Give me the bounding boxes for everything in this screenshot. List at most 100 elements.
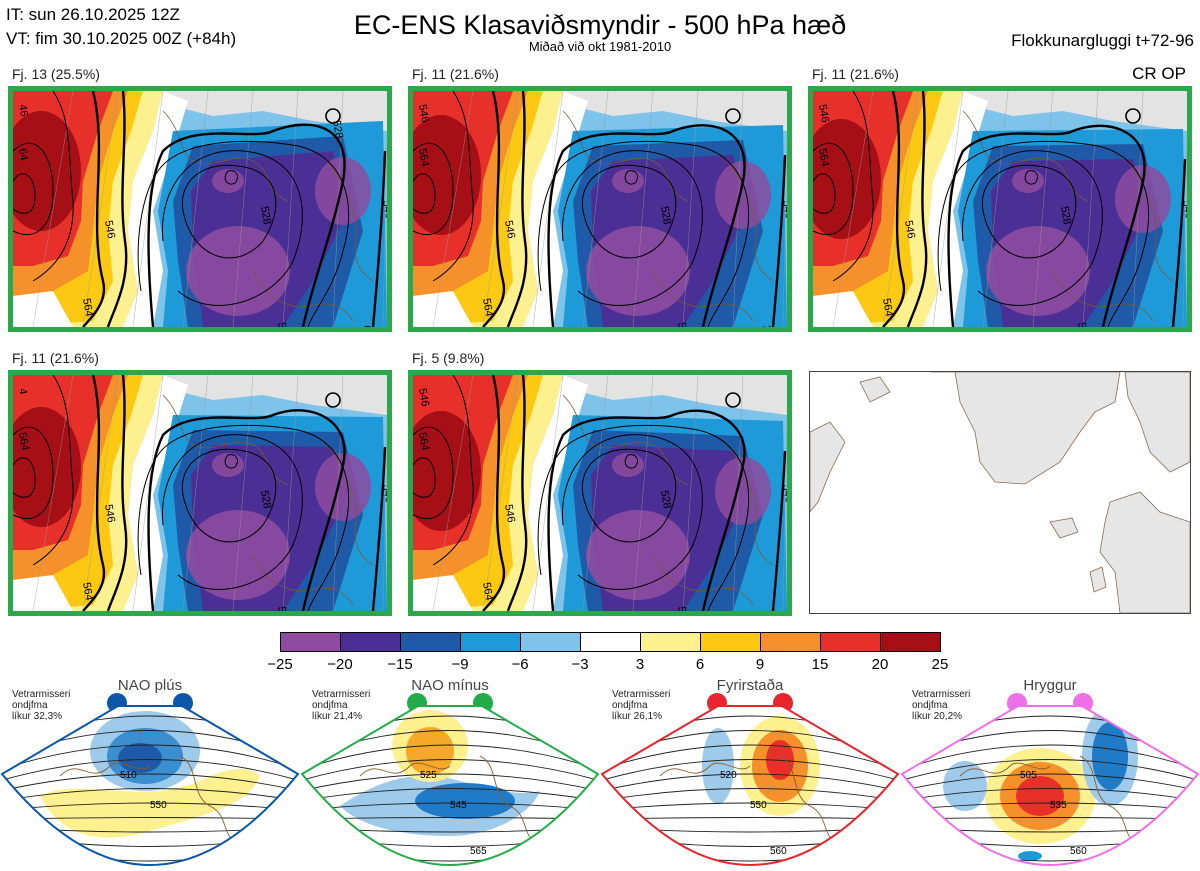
- regime-info: líkur 32,3%: [12, 711, 63, 722]
- valid-time: VT: fim 30.10.2025 00Z (+84h): [6, 29, 237, 48]
- regime-map: 505 535 560: [900, 705, 1200, 866]
- contour-label: 564: [80, 297, 95, 317]
- colorbar-tick: −25: [267, 656, 293, 673]
- regime-map: 510 550: [0, 705, 300, 866]
- contour-label: 64: [16, 147, 30, 161]
- contour-label: 28: [760, 324, 774, 327]
- colorbar-tick: 25: [931, 656, 949, 673]
- regime-contour-label: 520: [720, 770, 737, 781]
- colorbar-segment: [340, 632, 401, 652]
- cluster-map-2: 546 564 546 564 528 546 546 28: [408, 86, 792, 332]
- contour-label: 546: [416, 103, 431, 123]
- contour-label: 546: [816, 103, 831, 123]
- colorbar-segment: [400, 632, 461, 652]
- contour-label: 546: [902, 219, 917, 239]
- contour-label: 546: [780, 199, 787, 219]
- colorbar-segment: [880, 632, 941, 652]
- colorbar-tick: −9: [451, 656, 469, 673]
- regime-contour-label: 505: [1020, 770, 1037, 781]
- colorbar-tick: 15: [811, 656, 829, 673]
- contour-label: 546: [380, 199, 387, 219]
- contour-label: 564: [816, 147, 831, 167]
- contour-label: 546: [275, 321, 290, 327]
- regime-info: ondjfma: [312, 700, 348, 711]
- colorbar-segment: [520, 632, 581, 652]
- regime-contour-label: 545: [450, 800, 467, 811]
- contour-label: 564: [675, 605, 690, 611]
- contour-label: 46: [16, 103, 30, 117]
- colorbar-tick: −15: [387, 656, 413, 673]
- contour-label: 528: [658, 205, 673, 225]
- colorbar-segment: [640, 632, 701, 652]
- contour-label: 64: [360, 324, 374, 327]
- colorbar-tick: 9: [755, 656, 765, 673]
- panel-label: Fj. 13 (25.5%): [12, 66, 100, 82]
- issue-time: IT: sun 26.10.2025 12Z: [6, 5, 180, 24]
- contour-label: 564: [416, 431, 431, 451]
- regime-title: Hryggur: [1023, 677, 1077, 694]
- page-subtitle: Miðað við okt 1981-2010: [528, 39, 672, 54]
- contour-label: 564: [16, 431, 31, 451]
- contour-label: 546: [102, 503, 117, 523]
- regime-map: 520 550 560: [600, 705, 900, 866]
- colorbar-segment: [820, 632, 881, 652]
- regime-contour-label: 525: [420, 770, 437, 781]
- regime-info: ondjfma: [912, 700, 948, 711]
- contour-label: 546: [416, 387, 431, 407]
- regime-contour-label: 550: [150, 800, 167, 811]
- colorbar-tick: −3: [571, 656, 589, 673]
- contour-label: 546: [675, 321, 690, 327]
- regime-info: ondjfma: [12, 700, 48, 711]
- contour-label: 528: [258, 205, 273, 225]
- contour-label: 564: [80, 581, 95, 601]
- contour-label: 546: [502, 219, 517, 239]
- regime-title: Fyrirstaða: [716, 677, 784, 694]
- contour-label: 564: [416, 147, 431, 167]
- cluster-map-5: 546 564 546 564 528 546 564: [408, 370, 792, 616]
- greenland-shape: [930, 372, 1121, 485]
- contour-label: 564: [275, 605, 290, 611]
- contour-label: 528: [330, 119, 345, 139]
- contour-label: 528: [658, 489, 673, 509]
- colorbar-tick: 20: [871, 656, 889, 673]
- page-title: EC-ENS Klasaviðsmyndir - 500 hPa hæð: [353, 10, 847, 40]
- classification-window: Flokkunargluggi t+72-96: [1011, 31, 1194, 50]
- contour-label: 528: [258, 489, 273, 509]
- contour-label: 546: [780, 483, 787, 503]
- panel-label: Fj. 11 (21.6%): [12, 350, 99, 366]
- regime-info: líkur 20,2%: [912, 711, 963, 722]
- contour-label: 528: [1058, 205, 1073, 225]
- contour-label: 564: [480, 297, 495, 317]
- regime-info: Vetrarmisseri: [12, 689, 71, 700]
- contour-label: 564: [480, 581, 495, 601]
- regime-map: 525 545 565: [300, 705, 600, 866]
- colorbar-tick: 3: [635, 656, 645, 673]
- contour-label: 546: [380, 483, 387, 503]
- colorbar-segment: [760, 632, 821, 652]
- colorbar-segment: [700, 632, 761, 652]
- regime-contour-label: 510: [120, 770, 137, 781]
- colorbar-segment: [460, 632, 521, 652]
- colorbar-tick: −20: [327, 656, 353, 673]
- cluster-map-3: 546 564 546 564 528 546 56: [808, 86, 1192, 332]
- regime-info: Vetrarmisseri: [612, 689, 671, 700]
- cluster-map-1: 46 64 546 564 528 546 546 64 528: [8, 86, 392, 332]
- base-map: [809, 371, 1191, 614]
- regime-contour-label: 560: [1070, 846, 1087, 857]
- panel-label: Fj. 11 (21.6%): [412, 66, 499, 82]
- colorbar-tick: −6: [511, 656, 529, 673]
- colorbar-segment: [580, 632, 641, 652]
- regime-title: NAO mínus: [411, 677, 489, 694]
- regime-contour-label: 550: [750, 800, 767, 811]
- regime-info: líkur 21,4%: [312, 711, 363, 722]
- contour-label: 4: [16, 387, 29, 395]
- regime-title: NAO plús: [117, 677, 183, 694]
- regime-contour-label: 560: [770, 846, 787, 857]
- colorbar-segment: [280, 632, 341, 652]
- colorbar: [280, 632, 941, 652]
- cr-op-tag: CR OP: [1132, 64, 1186, 83]
- regime-info: Vetrarmisseri: [912, 689, 971, 700]
- contour-label: 546: [102, 219, 117, 239]
- contour-label: 564: [880, 297, 895, 317]
- regime-info: líkur 26,1%: [612, 711, 663, 722]
